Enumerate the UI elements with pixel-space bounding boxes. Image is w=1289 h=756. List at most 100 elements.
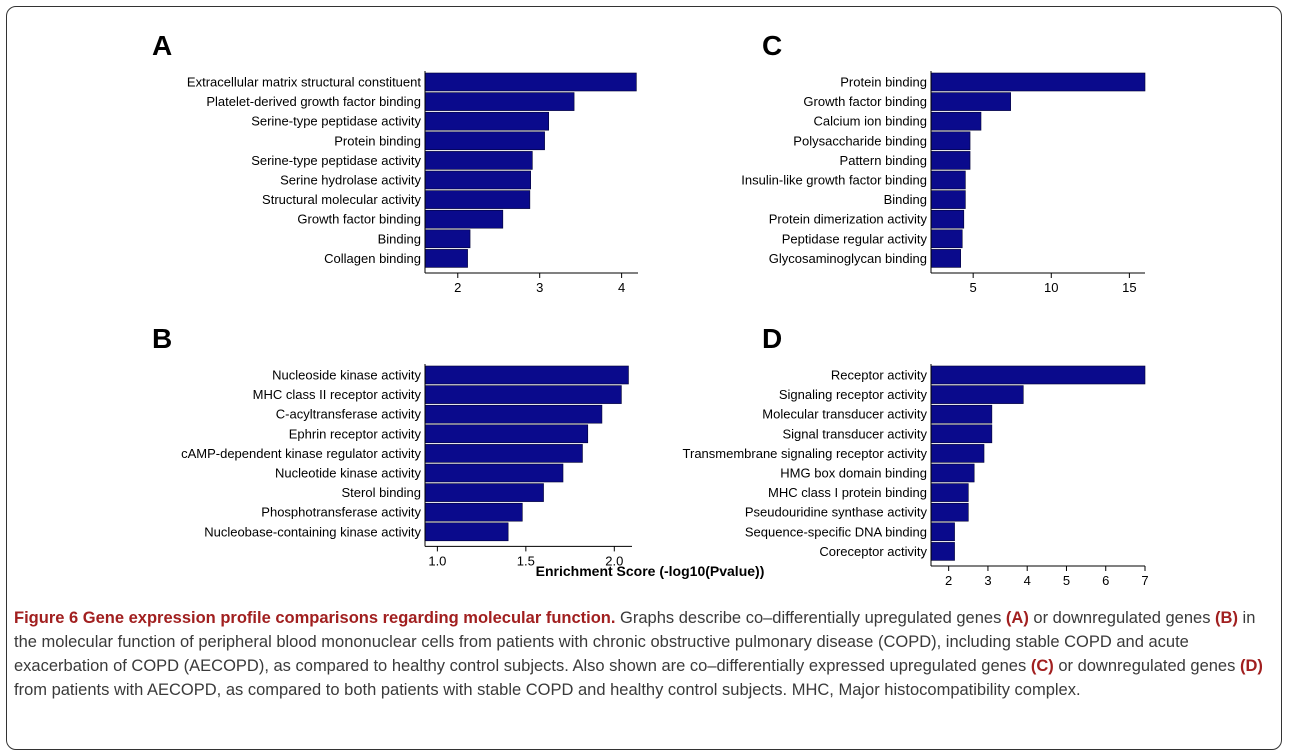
category-label: Sterol binding [342, 485, 422, 500]
bar [930, 229, 963, 249]
category-label: Serine-type peptidase activity [251, 153, 421, 168]
caption-text-4: or downregulated genes [1053, 657, 1240, 675]
x-tick-label: 2 [945, 573, 952, 588]
x-tick-label: 5 [1063, 573, 1070, 588]
x-tick-label: 7 [1141, 573, 1148, 588]
bar [424, 72, 637, 92]
category-label: Receptor activity [831, 368, 928, 383]
bar [930, 190, 966, 209]
x-tick-label: 6 [1102, 573, 1109, 588]
category-label: MHC class II receptor activity [253, 387, 422, 402]
bar [424, 404, 603, 424]
bar [930, 151, 971, 170]
bar [424, 502, 523, 522]
chart-panel-a: A Extracellular matrix structural constit… [152, 30, 638, 295]
bar [424, 249, 468, 268]
bar [424, 111, 550, 131]
category-label: Peptidase regular activity [782, 231, 928, 246]
x-tick-label: 4 [618, 280, 625, 295]
bar [424, 190, 531, 209]
bar [424, 229, 471, 249]
x-tick-label: 2.0 [605, 553, 623, 568]
figure-charts: Enrichment Score (-log10(Pvalue)) A Extra… [152, 30, 1149, 588]
x-tick-label: 1.0 [428, 553, 446, 568]
bar [930, 92, 1011, 111]
bar [424, 131, 545, 151]
bar [424, 92, 575, 111]
bar [424, 483, 544, 502]
caption-text-3: in the molecular function of peripheral … [14, 609, 1256, 675]
category-label: Ephrin receptor activity [289, 426, 422, 441]
bar [424, 170, 531, 190]
category-label: Polysaccharide binding [793, 133, 927, 148]
bar [930, 542, 955, 561]
category-label: Calcium ion binding [814, 114, 927, 129]
bar [930, 463, 975, 483]
panel-letter: A [152, 30, 172, 61]
category-label: Serine-type peptidase activity [251, 114, 421, 129]
bar [424, 151, 533, 170]
category-label: Binding [884, 192, 927, 207]
x-tick-label: 5 [970, 280, 977, 295]
figure-frame [6, 6, 1282, 750]
bar [424, 463, 564, 483]
caption-ref-d: (D) [1239, 657, 1263, 675]
x-axis-title: Enrichment Score (-log10(Pvalue)) [536, 563, 765, 579]
bar [930, 502, 969, 522]
panel-letter: B [152, 323, 172, 354]
bar [930, 170, 966, 190]
category-label: Sequence-specific DNA binding [745, 524, 927, 539]
category-label: Protein dimerization activity [769, 212, 928, 227]
chart-panel-c: C Protein binding Growth factor binding Cal… [741, 30, 1146, 295]
bar [930, 131, 971, 151]
category-label: Molecular transducer activity [762, 407, 927, 422]
bar [930, 424, 993, 444]
x-tick-label: 2 [454, 280, 461, 295]
chart-panel-b: B Nucleoside kinase activity MHC class II … [152, 323, 632, 568]
bar [930, 365, 1146, 385]
x-tick-label: 4 [1024, 573, 1031, 588]
category-label: Nucleoside kinase activity [272, 368, 421, 383]
panel-letter: D [762, 323, 782, 354]
bar [930, 209, 965, 229]
category-label: Platelet-derived growth factor binding [206, 94, 421, 109]
category-label: C-acyltransferase activity [276, 407, 422, 422]
panel-letter: C [762, 30, 782, 61]
bar [930, 72, 1146, 92]
category-label: Pseudouridine synthase activity [745, 505, 928, 520]
bar [424, 444, 583, 463]
caption-text-5: from patients with AECOPD, as compared t… [14, 681, 1081, 699]
category-label: Collagen binding [324, 251, 421, 266]
category-label: Transmembrane signaling receptor activit… [683, 446, 928, 461]
caption-ref-a: (A) [1005, 609, 1029, 627]
caption-ref-b: (B) [1215, 609, 1238, 627]
category-label: Binding [378, 231, 421, 246]
category-label: cAMP-dependent kinase regulator activity [181, 446, 421, 461]
category-label: Pattern binding [840, 153, 927, 168]
caption-text-2: or downregulated genes [1028, 609, 1216, 627]
category-label: Protein binding [840, 75, 927, 90]
bar [424, 424, 589, 444]
bar [930, 522, 955, 542]
x-tick-label: 15 [1122, 280, 1136, 295]
category-label: Coreceptor activity [819, 544, 927, 559]
category-label: Growth factor binding [803, 94, 927, 109]
bar [930, 404, 993, 424]
category-label: Glycosaminoglycan binding [769, 251, 927, 266]
category-label: Growth factor binding [297, 212, 421, 227]
category-label: Structural molecular activity [262, 192, 421, 207]
bar [930, 111, 982, 131]
bar [424, 522, 509, 542]
x-tick-label: 3 [536, 280, 543, 295]
category-label: Nucleotide kinase activity [275, 466, 421, 481]
category-label: HMG box domain binding [780, 466, 927, 481]
category-label: Nucleobase-containing kinase activity [204, 524, 421, 539]
bar [424, 385, 622, 404]
bar [930, 385, 1024, 404]
x-tick-label: 1.5 [517, 553, 535, 568]
category-label: Phosphotransferase activity [261, 505, 421, 520]
caption-title: Figure 6 Gene expression profile compari… [14, 609, 616, 627]
bar [424, 209, 504, 229]
x-tick-label: 10 [1044, 280, 1058, 295]
bar [930, 249, 961, 268]
